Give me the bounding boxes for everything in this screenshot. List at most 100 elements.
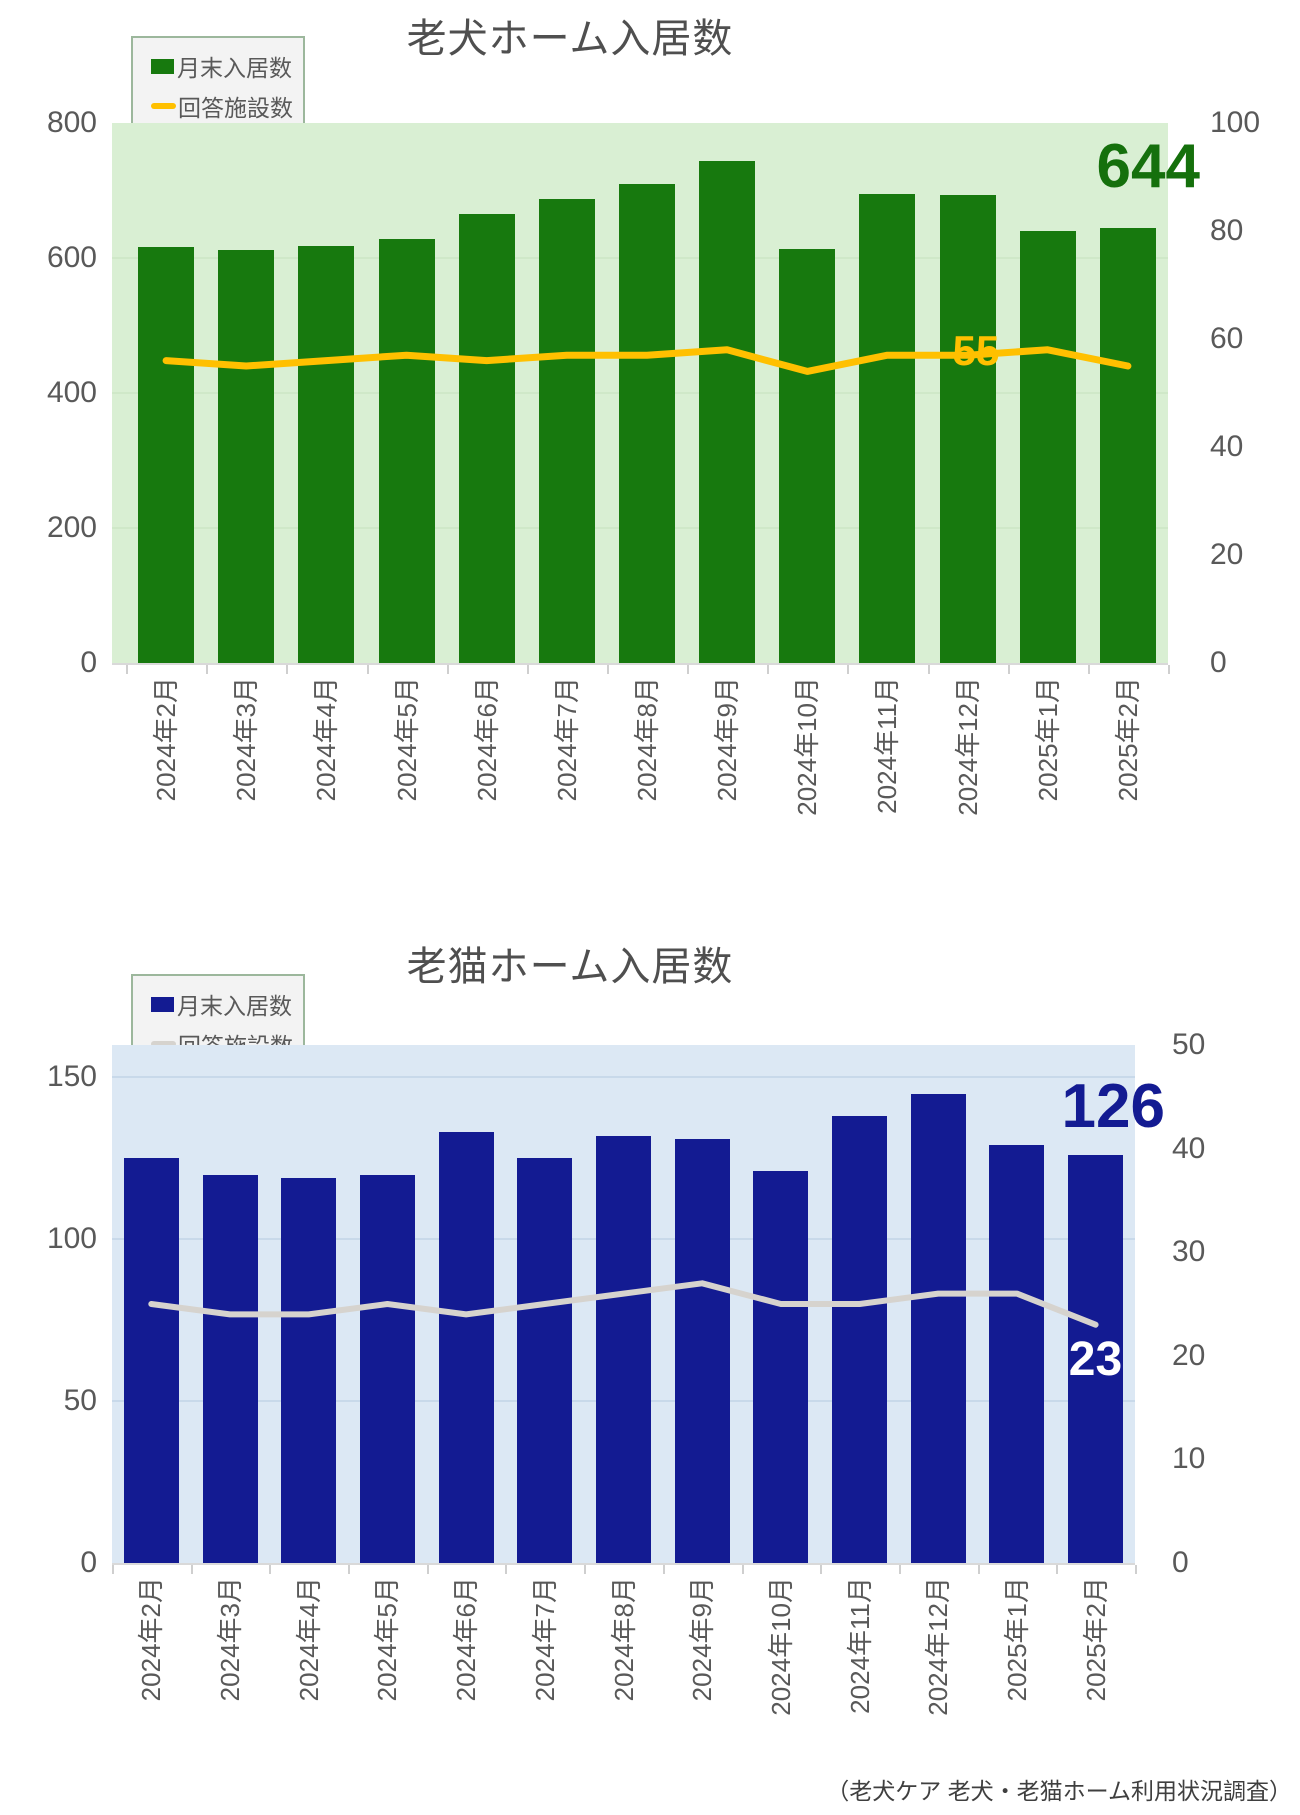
cat-x-axis-tick bbox=[584, 1565, 587, 1574]
cat-x-axis-label: 2024年4月 bbox=[293, 1577, 324, 1702]
cat-bar-2024年10月 bbox=[753, 1171, 809, 1563]
dog-x-axis-tick bbox=[1087, 665, 1090, 674]
legend-item-bar: 月末入居数 bbox=[151, 992, 292, 1019]
cat-bar-2024年2月 bbox=[123, 1158, 179, 1563]
cat-bar-2024年11月 bbox=[832, 1116, 888, 1563]
dog-right-axis-label: 60 bbox=[1210, 322, 1244, 355]
cat-x-axis-tick bbox=[820, 1565, 823, 1574]
cat-bar-2024年12月 bbox=[910, 1093, 966, 1563]
dog-bar-2024年12月 bbox=[939, 195, 996, 663]
dog-chart-legend: 月末入居数 回答施設数 bbox=[131, 36, 305, 128]
dog-right-axis-label: 100 bbox=[1210, 106, 1261, 139]
dog-left-axis-label: 800 bbox=[46, 106, 97, 139]
cat-x-axis-label: 2024年6月 bbox=[451, 1577, 482, 1702]
dog-x-axis-tick bbox=[206, 665, 209, 674]
dog-right-axis-label: 40 bbox=[1210, 430, 1244, 463]
dog-x-axis-label: 2025年1月 bbox=[1032, 677, 1063, 802]
dog-x-axis-label: 2024年12月 bbox=[952, 677, 983, 816]
dog-x-axis-tick bbox=[366, 665, 369, 674]
cat-bar-2024年3月 bbox=[202, 1174, 258, 1563]
dog-x-axis-tick bbox=[767, 665, 770, 674]
cat-x-axis-label: 2024年2月 bbox=[136, 1577, 167, 1702]
dog-x-axis-label: 2024年4月 bbox=[311, 677, 342, 802]
dog-x-axis-label: 2024年11月 bbox=[872, 677, 903, 814]
dog-x-axis-tick bbox=[847, 665, 850, 674]
dog-bar-2024年9月 bbox=[699, 160, 756, 663]
dog-x-axis-tick bbox=[1007, 665, 1010, 674]
cat-right-axis-label: 20 bbox=[1172, 1338, 1206, 1372]
dog-x-axis-label: 2025年2月 bbox=[1112, 677, 1143, 802]
cat-right-axis-label: 50 bbox=[1172, 1028, 1206, 1061]
cat-x-axis-tick bbox=[348, 1565, 351, 1574]
cat-x-axis-tick bbox=[898, 1565, 901, 1574]
cat-bar-2024年9月 bbox=[674, 1138, 730, 1563]
cat-bar-2025年1月 bbox=[989, 1145, 1045, 1563]
legend-label: 回答施設数 bbox=[178, 95, 293, 121]
cat-bar-2024年5月 bbox=[359, 1174, 415, 1563]
cat-left-axis-label: 100 bbox=[46, 1222, 97, 1256]
cat-bar-2025年2月 bbox=[1068, 1155, 1124, 1563]
cat-left-axis-label: 50 bbox=[63, 1384, 97, 1418]
cat-x-axis-label: 2024年11月 bbox=[844, 1577, 875, 1714]
dog-bar-2024年11月 bbox=[859, 193, 916, 663]
cat-x-axis-line bbox=[112, 1563, 1135, 1565]
cat-x-axis-label: 2024年9月 bbox=[687, 1577, 718, 1702]
dog-right-axis-label: 80 bbox=[1210, 214, 1244, 247]
cat-x-axis-tick bbox=[269, 1565, 272, 1574]
dog-bar-2024年5月 bbox=[378, 239, 435, 663]
cat-right-axis-label: 10 bbox=[1172, 1442, 1206, 1476]
dog-left-axis-label: 200 bbox=[46, 511, 97, 544]
dog-x-axis-label: 2024年2月 bbox=[151, 677, 182, 802]
dog-x-axis-tick bbox=[927, 665, 930, 674]
dog-right-axis-label: 20 bbox=[1210, 538, 1244, 571]
dog-x-axis-tick bbox=[687, 665, 690, 674]
dog-left-axis-label: 0 bbox=[80, 646, 97, 679]
cat-x-axis-tick bbox=[1135, 1565, 1137, 1574]
dog-chart-title: 老犬ホーム入居数 bbox=[406, 17, 734, 61]
legend-item-bar: 月末入居数 bbox=[151, 54, 292, 81]
dog-x-axis-label: 2024年8月 bbox=[632, 677, 662, 802]
cat-last-bar-value-label: 126 bbox=[1061, 1072, 1165, 1141]
dog-bar-2025年2月 bbox=[1099, 228, 1156, 663]
dog-x-axis-tick bbox=[526, 665, 529, 674]
dog-x-axis-line bbox=[112, 663, 1168, 665]
cat-gridline bbox=[112, 1076, 1135, 1079]
cat-x-axis-tick bbox=[505, 1565, 508, 1574]
dog-x-axis-label: 2024年5月 bbox=[391, 677, 422, 802]
dog-bar-2024年7月 bbox=[538, 198, 595, 663]
cat-chart-title: 老猫ホーム入居数 bbox=[406, 945, 734, 989]
dog-bar-2024年10月 bbox=[779, 249, 836, 663]
dog-x-axis-label: 2024年9月 bbox=[712, 677, 743, 802]
dog-bar-2025年1月 bbox=[1019, 231, 1076, 663]
cat-right-axis-label: 0 bbox=[1172, 1546, 1189, 1579]
dog-bar-2024年2月 bbox=[138, 247, 195, 663]
dog-x-axis-tick bbox=[126, 665, 128, 674]
cat-right-axis-label: 30 bbox=[1172, 1235, 1206, 1269]
dog-bar-2024年8月 bbox=[619, 184, 675, 663]
cat-right-axis-label: 40 bbox=[1172, 1131, 1206, 1165]
cat-bar-2024年8月 bbox=[596, 1135, 651, 1563]
line-swatch-icon bbox=[151, 1041, 176, 1047]
cat-bar-2024年6月 bbox=[438, 1132, 494, 1563]
dog-x-axis-tick bbox=[606, 665, 609, 674]
cat-left-axis-label: 0 bbox=[80, 1546, 97, 1579]
cat-x-axis-tick bbox=[190, 1565, 193, 1574]
dog-x-axis-label: 2024年7月 bbox=[551, 677, 582, 802]
cat-x-axis-label: 2024年7月 bbox=[529, 1577, 560, 1702]
dog-x-axis-tick bbox=[446, 665, 449, 674]
dog-x-axis-tick bbox=[1168, 665, 1170, 674]
dog-last-bar-value-label: 644 bbox=[1096, 132, 1200, 201]
cat-x-axis-tick bbox=[741, 1565, 744, 1574]
cat-x-axis-tick bbox=[112, 1565, 114, 1574]
dog-x-axis-tick bbox=[286, 665, 289, 674]
legend-item-line: 回答施設数 bbox=[151, 94, 293, 121]
cat-x-axis-label: 2024年8月 bbox=[608, 1577, 639, 1702]
bar-swatch-icon bbox=[151, 58, 174, 74]
dog-bar-2024年6月 bbox=[458, 214, 515, 663]
cat-x-axis-label: 2025年1月 bbox=[1001, 1577, 1032, 1702]
dog-last-line-value-label: 55 bbox=[952, 327, 1000, 374]
dog-bar-2024年4月 bbox=[298, 245, 355, 663]
dog-bar-2024年3月 bbox=[218, 249, 275, 663]
cat-last-line-value-label: 23 bbox=[1068, 1333, 1123, 1386]
